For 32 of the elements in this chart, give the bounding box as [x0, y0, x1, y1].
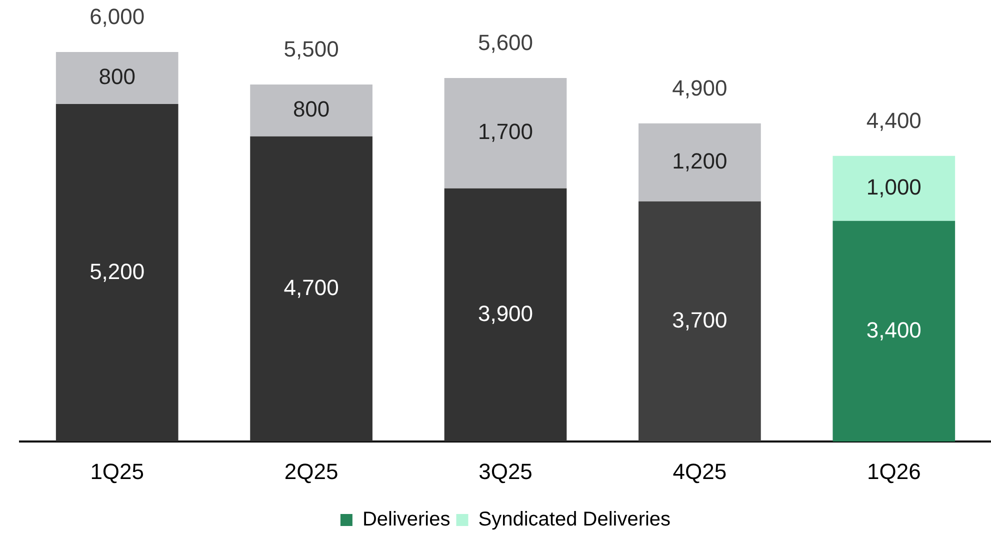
- data-label: 3,400: [866, 317, 922, 342]
- total-label: 5,500: [284, 36, 339, 62]
- bar: [56, 52, 178, 104]
- legend-label: Deliveries: [362, 508, 450, 531]
- legend-label: Syndicated Deliveries: [478, 508, 671, 531]
- x-tick-label: 1Q26: [866, 458, 921, 484]
- data-label: 800: [98, 64, 136, 90]
- data-label: 1,000: [866, 174, 922, 200]
- x-tick-label: 4Q25: [672, 458, 727, 484]
- bar: [444, 78, 567, 188]
- total-label: 4,900: [672, 75, 728, 100]
- bar: [250, 84, 372, 136]
- x-tick-label: 1Q25: [90, 458, 144, 484]
- data-label: 1,700: [478, 119, 534, 144]
- bar: [832, 156, 956, 221]
- bar: [832, 220, 956, 442]
- x-tick-label: 2Q25: [284, 458, 338, 484]
- bar: [250, 136, 372, 442]
- data-label: 800: [292, 96, 330, 122]
- data-label: 3,700: [672, 308, 728, 333]
- x-tick-label: 3Q25: [478, 458, 532, 484]
- data-label: 3,900: [478, 301, 534, 326]
- total-label: 4,400: [866, 108, 922, 133]
- data-label: 1,200: [672, 148, 728, 174]
- bar: [638, 123, 761, 202]
- total-label: 6,000: [90, 4, 145, 30]
- bar: [56, 104, 178, 442]
- total-label: 5,600: [478, 30, 534, 56]
- data-label: 5,200: [90, 258, 145, 284]
- bar: [638, 201, 761, 442]
- data-label: 4,700: [284, 275, 339, 300]
- bar: [444, 188, 567, 442]
